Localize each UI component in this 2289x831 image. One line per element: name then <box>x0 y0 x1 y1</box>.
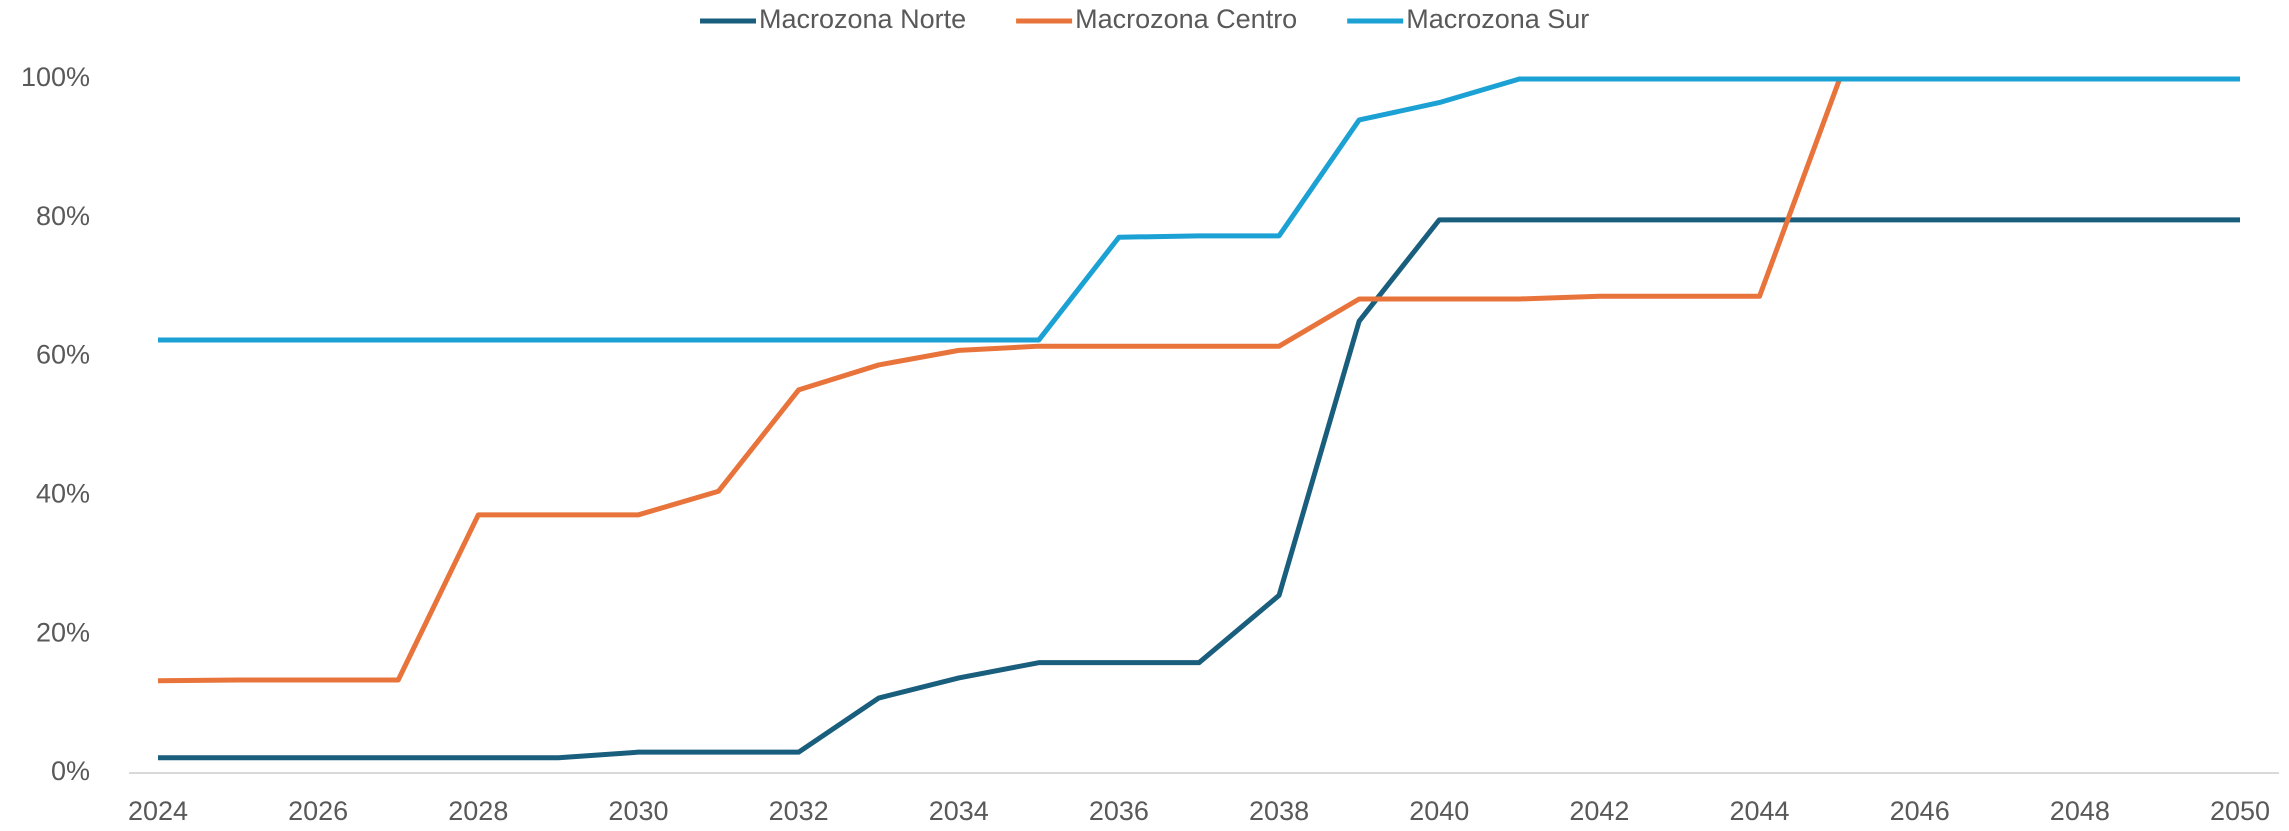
y-tick-label: 20% <box>36 617 90 647</box>
x-tick-label: 2044 <box>1729 796 1789 826</box>
x-tick-label: 2028 <box>448 796 508 826</box>
y-tick-label: 40% <box>36 479 90 509</box>
x-tick-label: 2038 <box>1249 796 1309 826</box>
x-tick-label: 2050 <box>2210 796 2270 826</box>
legend-label: Macrozona Norte <box>759 4 966 34</box>
x-tick-label: 2046 <box>1890 796 1950 826</box>
y-tick-label: 0% <box>51 756 90 786</box>
legend-label: Macrozona Centro <box>1075 4 1297 34</box>
x-tick-label: 2030 <box>608 796 668 826</box>
x-tick-label: 2024 <box>128 796 188 826</box>
x-tick-label: 2048 <box>2050 796 2110 826</box>
x-tick-label: 2036 <box>1089 796 1149 826</box>
x-tick-label: 2042 <box>1569 796 1629 826</box>
series-line <box>158 217 2240 761</box>
x-tick-label: 2040 <box>1409 796 1469 826</box>
legend-label: Macrozona Sur <box>1406 4 1589 34</box>
x-tick-label: 2034 <box>929 796 989 826</box>
x-tick-label: 2032 <box>769 796 829 826</box>
y-tick-label: 80% <box>36 201 90 231</box>
y-tick-label: 100% <box>21 62 90 92</box>
x-tick-label: 2026 <box>288 796 348 826</box>
series-line <box>158 76 2240 343</box>
y-tick-label: 60% <box>36 340 90 370</box>
series-line <box>157 76 2240 684</box>
